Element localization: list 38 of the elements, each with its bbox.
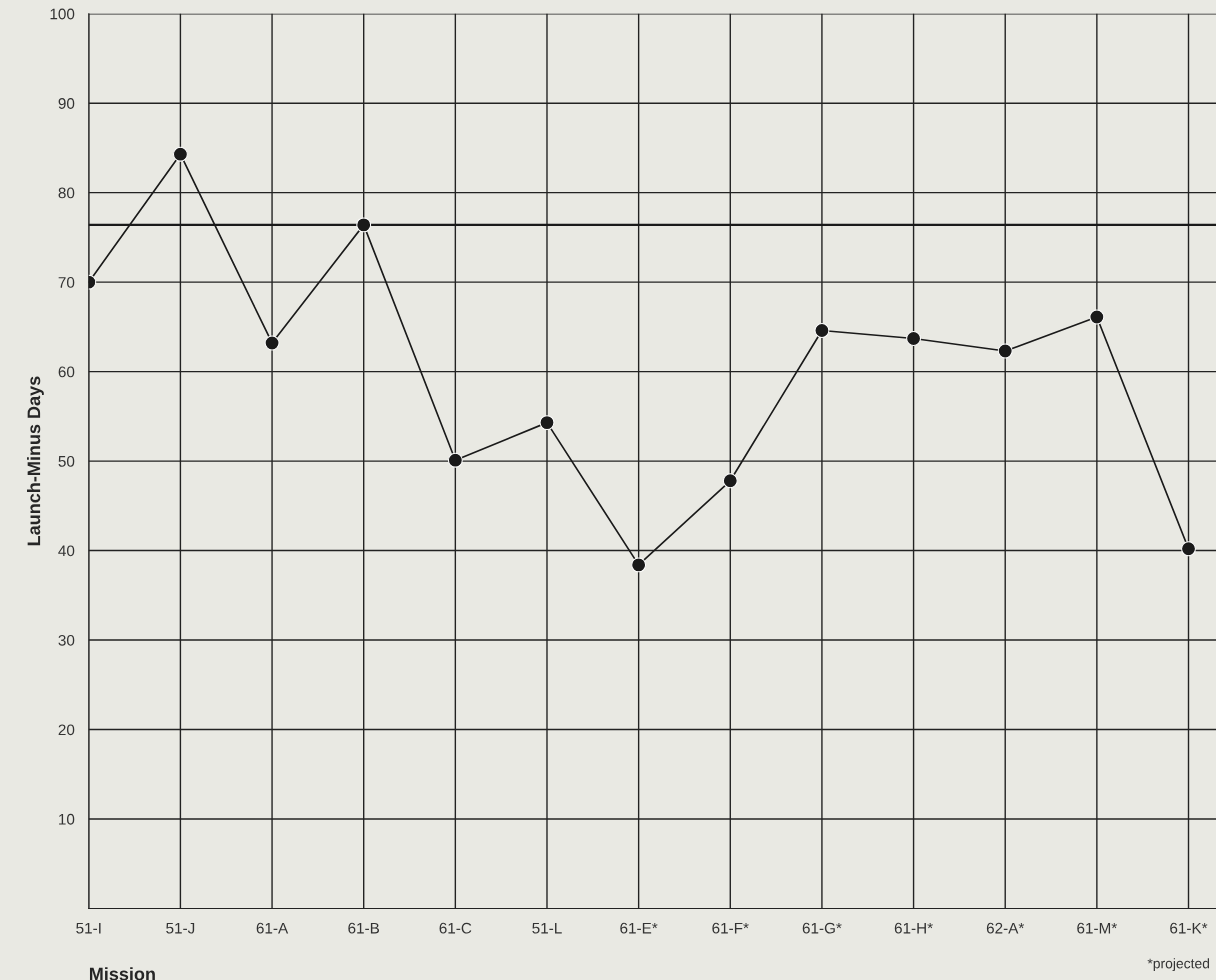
x-tick-label: 61-H* xyxy=(894,922,933,934)
x-tick-label: 61-F* xyxy=(712,922,749,934)
point xyxy=(1181,541,1196,557)
point xyxy=(447,452,463,468)
x-tick-label: 62-A* xyxy=(986,922,1025,934)
point xyxy=(172,146,188,162)
point xyxy=(539,415,555,431)
y-tick-label: 90 xyxy=(58,98,75,109)
x-tick-label: 61-C xyxy=(439,922,472,934)
y-tick-label: 10 xyxy=(59,813,75,825)
y-tick-label: 20 xyxy=(58,724,75,736)
point xyxy=(264,335,280,351)
y-tick-label: 60 xyxy=(58,366,75,378)
x-tick-label: 61-A xyxy=(256,922,289,934)
point xyxy=(631,557,647,573)
y-axis-title: Launch-Minus Days xyxy=(27,376,44,546)
x-tick-label: 51-J xyxy=(166,922,195,934)
x-tick-label: 61-G* xyxy=(802,922,842,934)
x-tick-label: 51-I xyxy=(76,922,101,934)
x-tick-label: 61-E* xyxy=(620,922,658,934)
point xyxy=(356,217,372,233)
y-tick-label: 70 xyxy=(58,277,75,288)
y-tick-label: 30 xyxy=(58,634,75,646)
point xyxy=(814,322,830,338)
x-tick-label: 61-M* xyxy=(1077,922,1117,934)
y-tick-label: 40 xyxy=(58,545,75,557)
point xyxy=(722,473,738,489)
text: *projected xyxy=(1147,958,1210,972)
x-axis-title: Mission xyxy=(89,967,155,980)
y-tick-label: 100 xyxy=(50,8,75,20)
point xyxy=(997,343,1013,359)
point xyxy=(1089,309,1105,325)
x-tick-label: 61-K* xyxy=(1170,922,1208,934)
y-tick-label: 80 xyxy=(58,187,75,199)
point xyxy=(906,331,922,346)
y-tick-label: 50 xyxy=(58,455,75,467)
x-tick-label: 51-L xyxy=(532,922,562,934)
x-tick-label: 61-B xyxy=(348,922,380,934)
